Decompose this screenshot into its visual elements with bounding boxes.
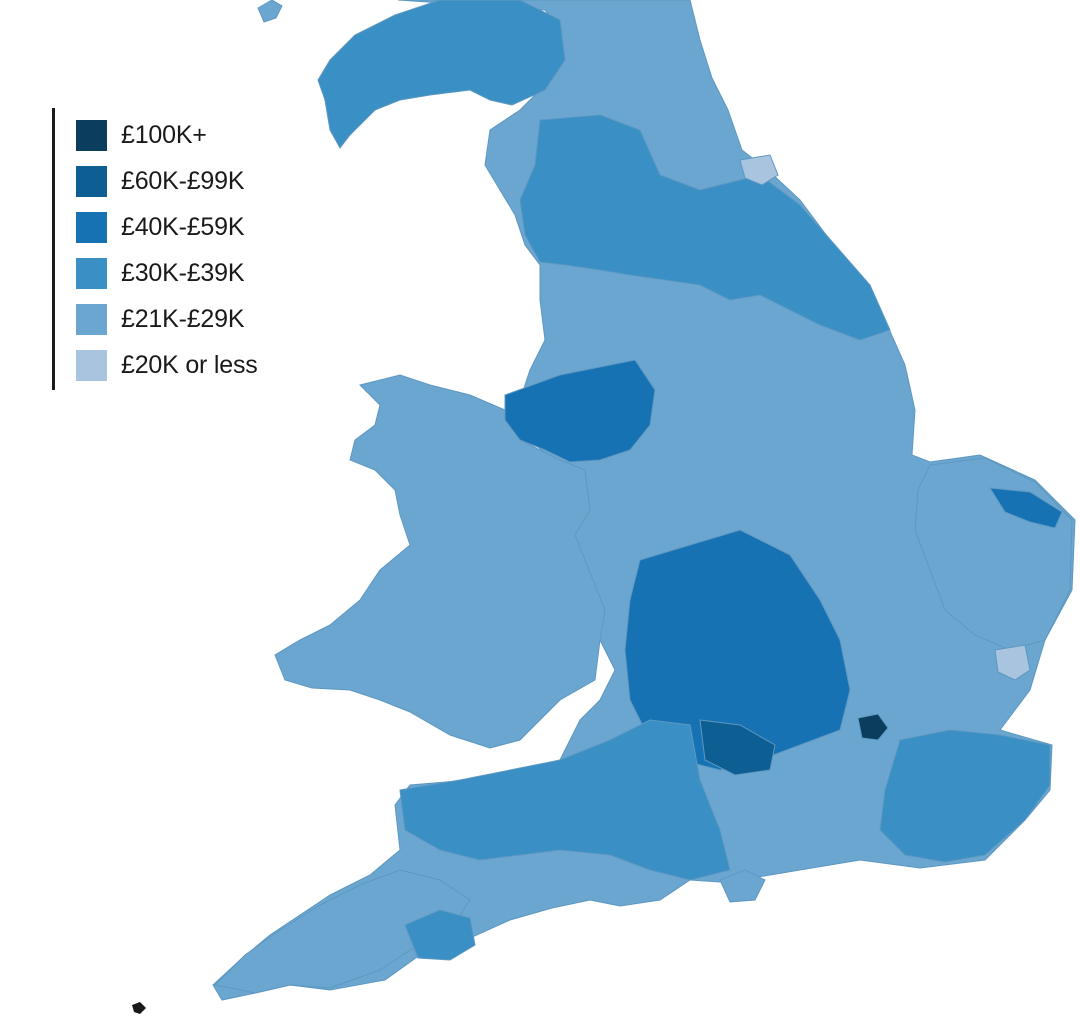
legend-swatch — [76, 303, 107, 335]
legend-swatch — [76, 211, 107, 243]
legend-label: £100K+ — [121, 120, 207, 149]
essex-region — [994, 644, 1031, 681]
legend-label: £30K-£39K — [121, 258, 245, 287]
income-legend: £100K+ £60K-£99K £40K-£59K £30K-£39K £21… — [52, 108, 312, 390]
legend-item: £20K or less — [76, 348, 258, 382]
teesside-region — [739, 154, 779, 186]
legend-swatch — [76, 257, 107, 289]
legend-swatch — [76, 349, 107, 381]
legend-item: £40K-£59K — [76, 210, 245, 244]
yorkshire-region — [519, 114, 891, 341]
devon-region — [404, 909, 476, 961]
london-region — [857, 713, 889, 741]
wales-landmass — [274, 374, 606, 749]
legend-label: £40K-£59K — [121, 212, 245, 241]
south-west-region — [399, 719, 731, 881]
legend-rule — [52, 108, 55, 390]
home-counties-cluster — [624, 529, 851, 771]
legend-item: £100K+ — [76, 118, 207, 152]
kent-region — [879, 729, 1051, 863]
legend-swatch — [76, 119, 107, 151]
legend-item: £30K-£39K — [76, 256, 245, 290]
cornwall-region — [213, 869, 471, 994]
isle-of-wight — [719, 869, 766, 903]
england-landmass — [212, 0, 1076, 1001]
legend-label: £60K-£99K — [121, 166, 245, 195]
legend-label: £21K-£29K — [121, 304, 245, 333]
norfolk-region — [989, 487, 1063, 529]
scilly-isles — [132, 1002, 146, 1014]
legend-item: £60K-£99K — [76, 164, 245, 198]
thames-valley-region — [699, 719, 776, 776]
cumbria-region — [317, 0, 566, 149]
midlands-cluster — [504, 359, 656, 463]
legend-swatch — [76, 165, 107, 197]
legend-item: £21K-£29K — [76, 302, 245, 336]
legend-label: £20K or less — [121, 350, 258, 379]
isle-of-man — [257, 0, 283, 23]
